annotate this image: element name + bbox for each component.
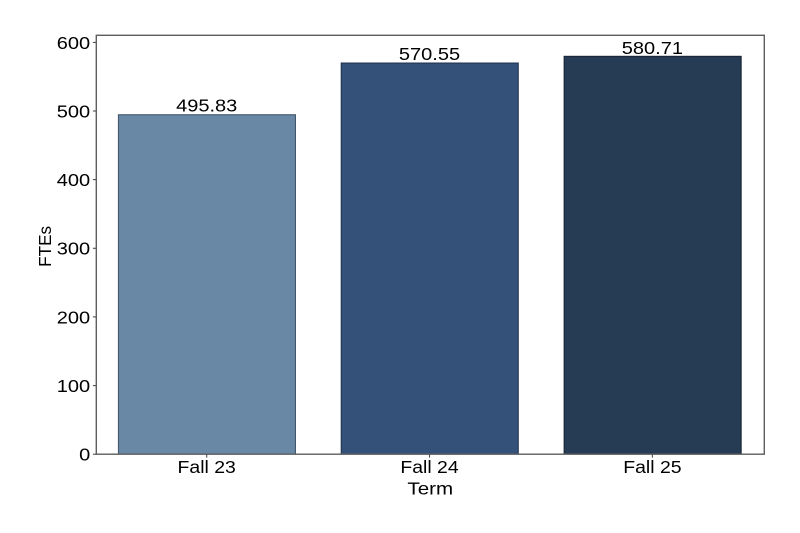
- svg-text:Fall 25: Fall 25: [623, 457, 681, 477]
- svg-text:400: 400: [57, 170, 91, 190]
- svg-text:Fall 24: Fall 24: [400, 457, 459, 477]
- svg-text:Fall 23: Fall 23: [178, 457, 236, 477]
- svg-text:Term: Term: [407, 479, 453, 499]
- svg-text:570.55: 570.55: [399, 44, 460, 64]
- svg-text:495.83: 495.83: [176, 96, 237, 116]
- svg-text:600: 600: [57, 33, 91, 53]
- svg-text:300: 300: [57, 239, 91, 259]
- svg-text:500: 500: [57, 101, 91, 121]
- svg-text:100: 100: [57, 376, 91, 396]
- svg-text:FTEs: FTEs: [35, 226, 55, 267]
- svg-text:200: 200: [57, 307, 91, 327]
- svg-text:0: 0: [79, 445, 90, 465]
- svg-text:580.71: 580.71: [622, 38, 683, 58]
